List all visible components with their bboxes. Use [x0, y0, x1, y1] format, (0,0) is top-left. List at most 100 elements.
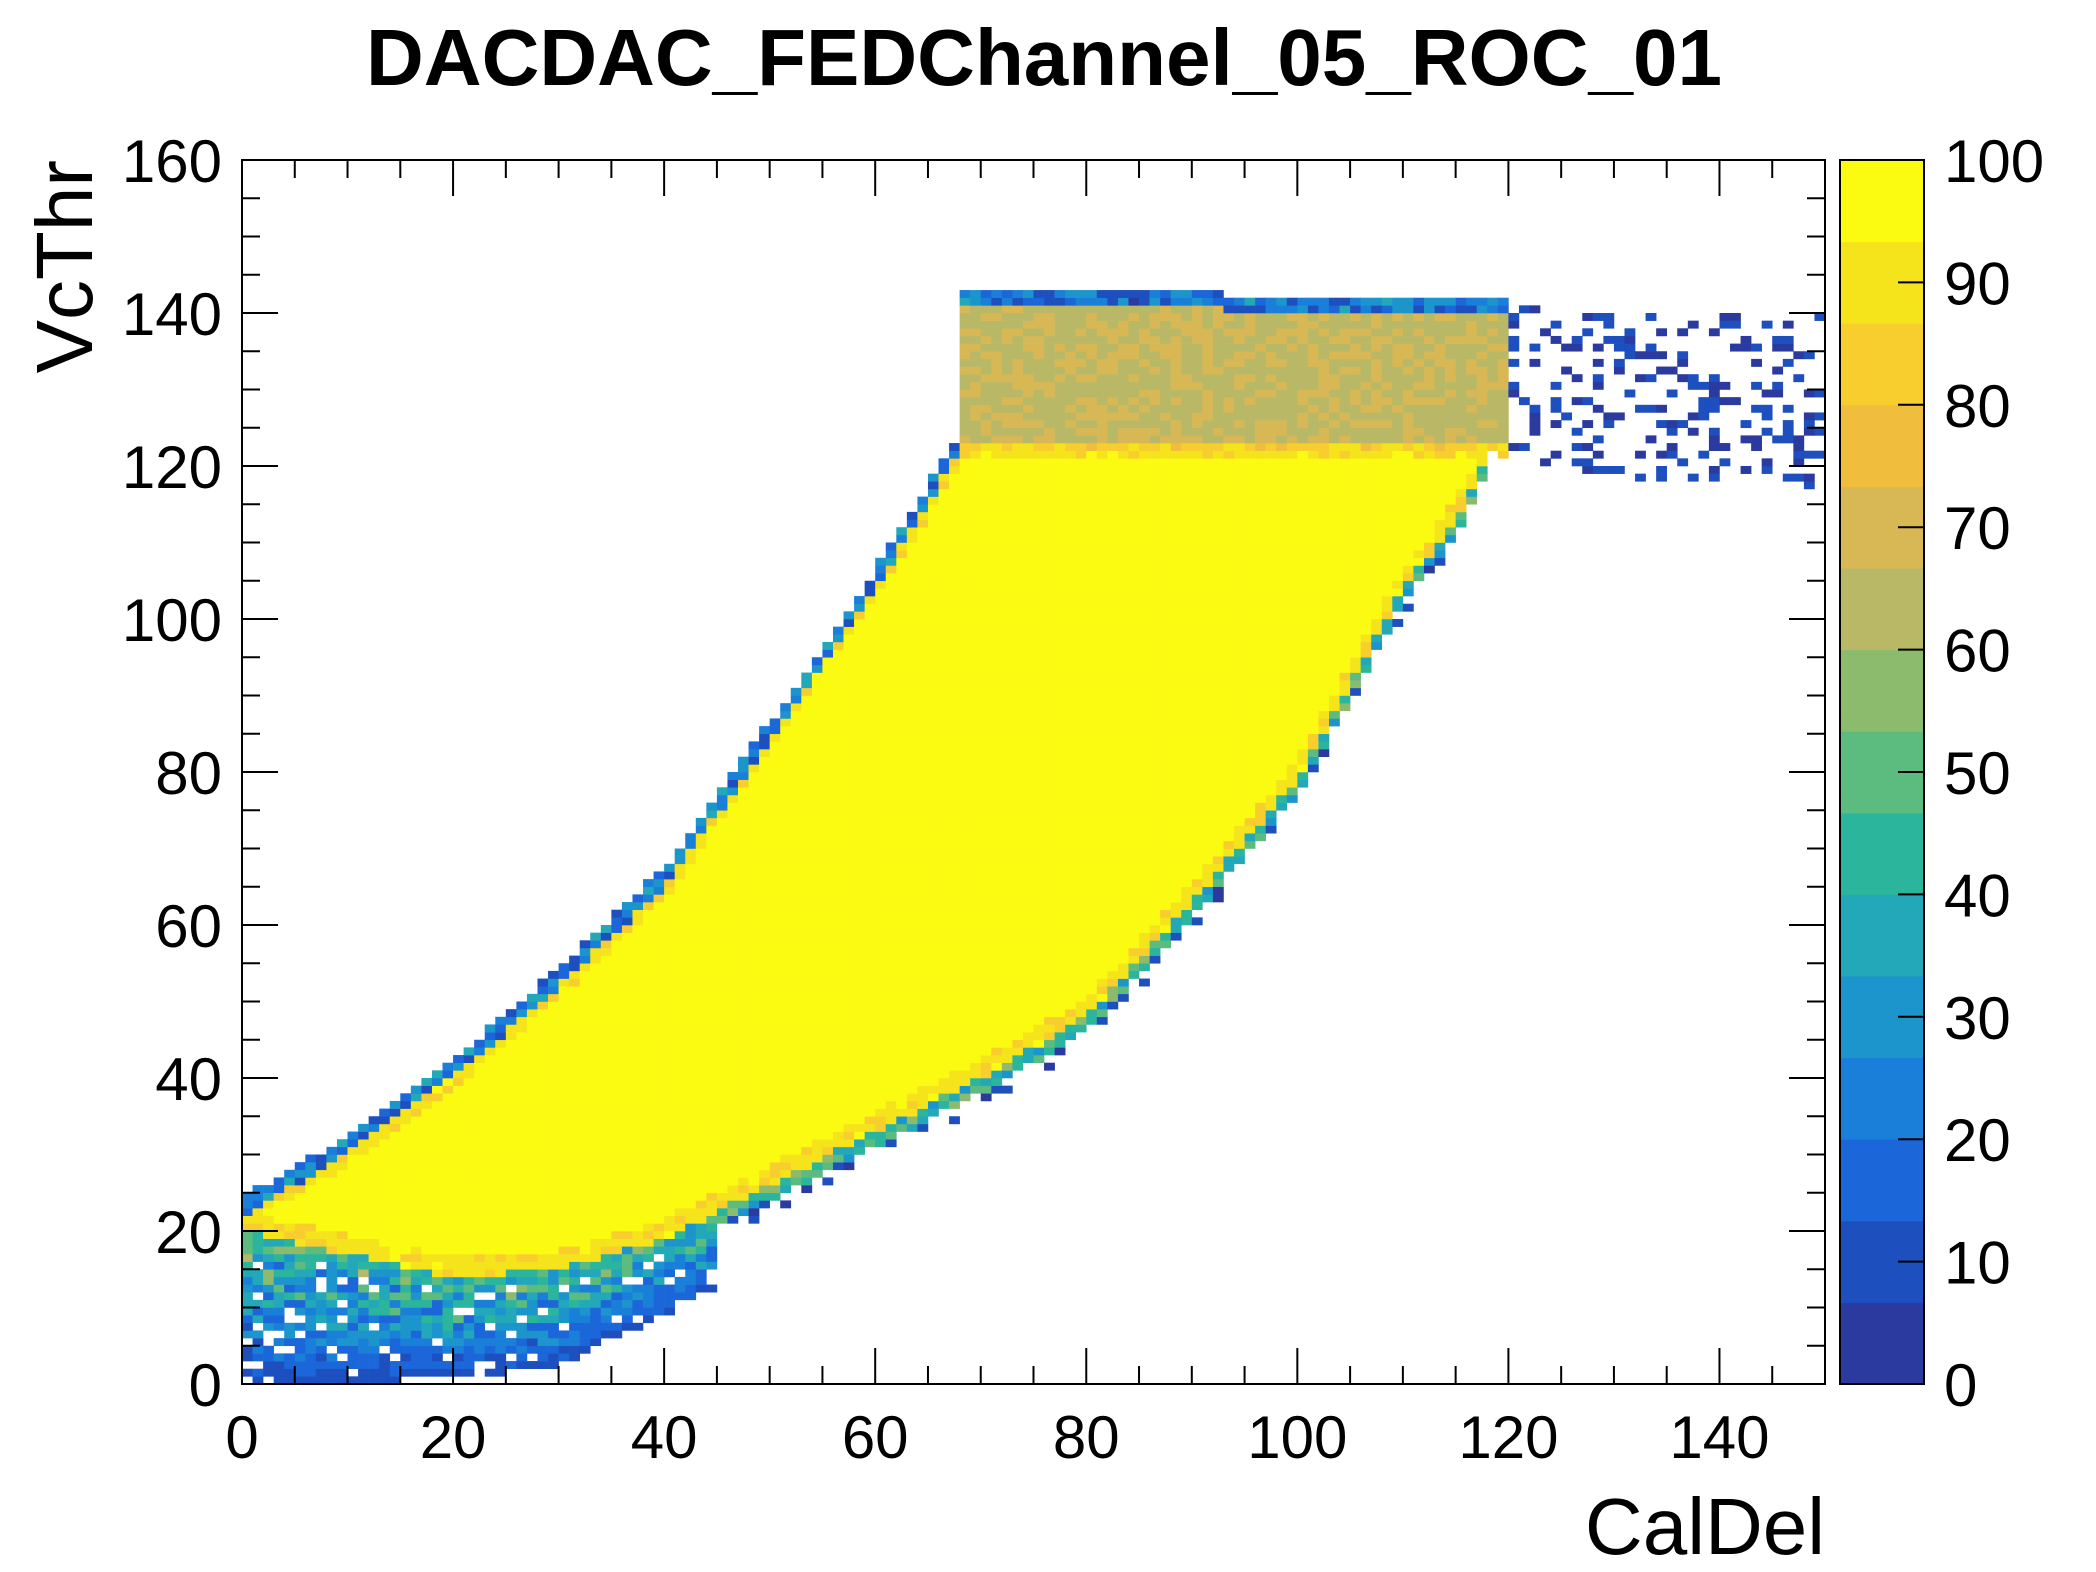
heatmap-cell [885, 986, 897, 995]
heatmap-cell [558, 1123, 570, 1132]
heatmap-cell [927, 840, 939, 849]
heatmap-cell [811, 764, 823, 773]
heatmap-cell [305, 1368, 317, 1377]
heatmap-cell [906, 902, 918, 910]
heatmap-cell [738, 940, 749, 949]
heatmap-cell [1075, 680, 1087, 689]
heatmap-cell [727, 917, 739, 926]
heatmap-cell [526, 1246, 538, 1255]
heatmap-cell [1075, 580, 1087, 589]
heatmap-cell [759, 993, 770, 1002]
heatmap-cell [1012, 366, 1024, 375]
heatmap-cell [421, 1162, 433, 1171]
heatmap-cell [970, 779, 982, 788]
heatmap-cell [379, 1108, 391, 1117]
heatmap-cell [347, 1146, 359, 1155]
heatmap-cell [1012, 871, 1024, 880]
heatmap-cell [600, 1276, 612, 1285]
heatmap-cell [885, 917, 897, 926]
heatmap-cell [410, 1200, 422, 1209]
heatmap-cell [653, 940, 665, 949]
heatmap-cell [590, 1215, 602, 1224]
heatmap-cell [326, 1231, 338, 1239]
heatmap-cell [1012, 458, 1024, 467]
heatmap-cell [537, 1192, 549, 1201]
heatmap-cell [643, 932, 654, 941]
heatmap-cell [1044, 879, 1055, 888]
heatmap-cell [991, 588, 1003, 597]
heatmap-cell [927, 848, 939, 857]
heatmap-cell [1022, 871, 1034, 880]
heatmap-cell [716, 1085, 728, 1094]
heatmap-cell [431, 1284, 443, 1293]
heatmap-cell [790, 718, 802, 727]
heatmap-cell [727, 1078, 739, 1086]
heatmap-cell [537, 1215, 549, 1224]
heatmap-cell [358, 1261, 369, 1270]
heatmap-cell [1107, 963, 1119, 972]
heatmap-cell [442, 1284, 454, 1293]
heatmap-cell [980, 1055, 992, 1063]
heatmap-cell [980, 1070, 992, 1079]
heatmap-cell [621, 1269, 633, 1278]
heatmap-cell [917, 496, 929, 505]
heatmap-cell [674, 986, 686, 995]
heatmap-cell [759, 1123, 770, 1132]
heatmap-cell [790, 764, 802, 773]
heatmap-cell [748, 993, 760, 1002]
heatmap-cell [674, 1238, 686, 1247]
heatmap-cell [1022, 634, 1034, 643]
heatmap-cell [347, 1169, 359, 1178]
heatmap-cell [991, 381, 1003, 390]
heatmap-cell [906, 519, 918, 528]
heatmap-cell [780, 978, 792, 987]
heatmap-cell [1096, 764, 1108, 773]
heatmap-cell [906, 848, 918, 857]
heatmap-cell [611, 1261, 623, 1270]
heatmap-cell [653, 909, 665, 918]
heatmap-cell [843, 909, 855, 918]
heatmap-cell [938, 603, 950, 612]
heatmap-cell [938, 466, 950, 474]
heatmap-cell [927, 534, 939, 543]
heatmap-cell [1086, 879, 1098, 888]
heatmap-cell [1022, 351, 1034, 360]
heatmap-cell [294, 1177, 306, 1186]
heatmap-cell [632, 1032, 644, 1041]
heatmap-cell [896, 886, 908, 895]
heatmap-cell [273, 1353, 285, 1362]
heatmap-cell [1096, 794, 1108, 803]
heatmap-cell [970, 427, 982, 436]
heatmap-cell [600, 986, 612, 995]
heatmap-cell [431, 1177, 443, 1186]
heatmap-cell [1096, 710, 1108, 719]
heatmap-cell [949, 664, 960, 673]
heatmap-cell [463, 1100, 475, 1109]
heatmap-cell [600, 1093, 612, 1102]
heatmap-cell [854, 596, 865, 604]
heatmap-cell [980, 863, 992, 872]
heatmap-cell [1096, 588, 1108, 597]
heatmap-cell [421, 1200, 433, 1209]
heatmap-cell [1012, 290, 1024, 298]
heatmap-cell [548, 1223, 559, 1232]
heatmap-cell [991, 397, 1003, 406]
heatmap-cell [748, 749, 760, 757]
heatmap-cell [516, 1024, 528, 1033]
heatmap-cell [632, 1123, 644, 1132]
heatmap-cell [980, 1093, 992, 1102]
heatmap-cell [1075, 672, 1087, 681]
heatmap-cell [927, 817, 939, 826]
heatmap-cell [1054, 603, 1066, 612]
heatmap-cell [1033, 718, 1045, 727]
heatmap-cell [854, 1078, 865, 1086]
heatmap-cell [738, 1169, 749, 1178]
heatmap-cell [843, 925, 855, 933]
heatmap-cell [516, 1039, 528, 1048]
heatmap-cell [1022, 764, 1034, 773]
heatmap-cell [664, 1131, 675, 1140]
heatmap-cell [1022, 733, 1034, 742]
heatmap-cell [917, 1108, 929, 1117]
heatmap-cell [558, 978, 570, 987]
heatmap-cell [1012, 320, 1024, 329]
